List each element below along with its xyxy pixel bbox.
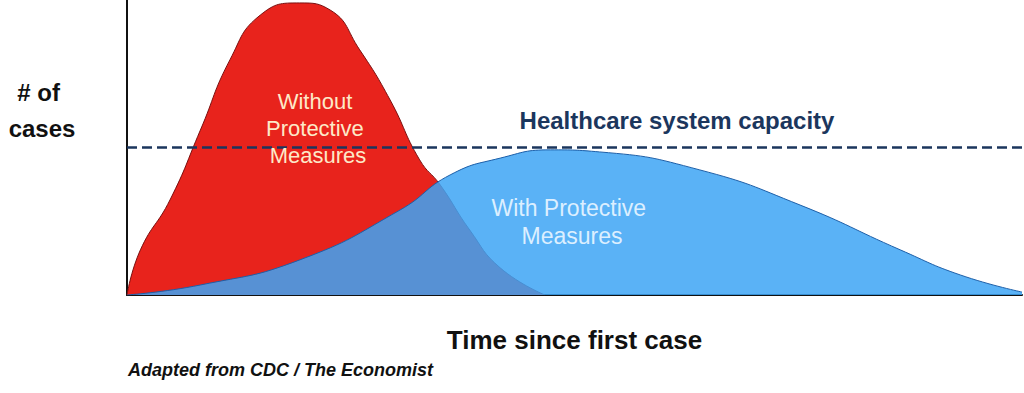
svg-text:Measures: Measures: [270, 143, 367, 168]
svg-text:Measures: Measures: [522, 223, 623, 249]
svg-text:cases: cases: [9, 115, 76, 142]
svg-text:# of: # of: [17, 79, 66, 106]
svg-text:Protective: Protective: [266, 116, 370, 141]
svg-text:With Protective: With Protective: [491, 195, 652, 221]
svg-text:Time since first case: Time since first case: [447, 325, 702, 355]
svg-text:Adapted from CDC / The Economi: Adapted from CDC / The Economist: [127, 360, 434, 380]
svg-text:Healthcare system capacity: Healthcare system capacity: [520, 107, 836, 134]
svg-text:Without: Without: [278, 89, 359, 114]
